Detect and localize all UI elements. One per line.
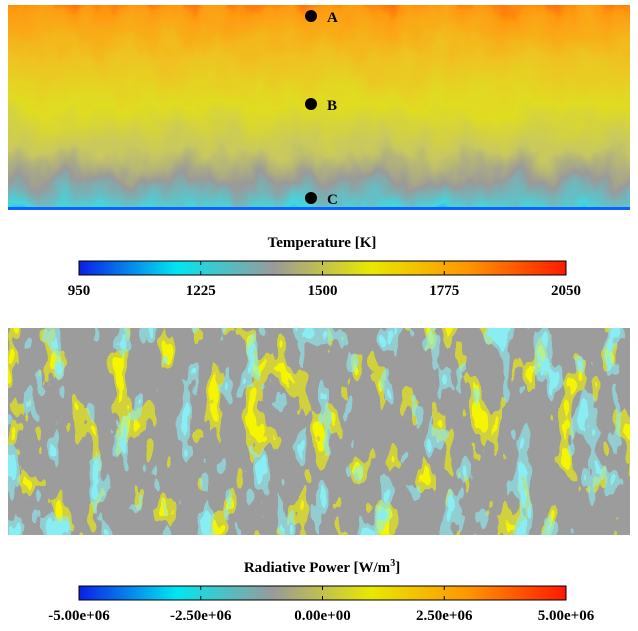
probe-point — [305, 98, 317, 110]
title-end: ] — [395, 560, 400, 576]
tick-label: 1225 — [186, 283, 216, 299]
title-superscript: 3 — [390, 558, 395, 569]
probe-label: C — [327, 192, 338, 208]
tick-label: 1775 — [429, 283, 459, 299]
colorbar-title: Temperature [K] — [268, 235, 377, 251]
probe-label: B — [327, 98, 337, 114]
tick-label: -5.00e+06 — [48, 608, 110, 624]
title-text: Temperature [K] — [268, 235, 377, 251]
temperature-field — [8, 5, 630, 210]
bottom-edge — [8, 207, 630, 210]
probe-label: A — [327, 10, 338, 26]
radiative-field — [8, 328, 630, 535]
title-text: Radiative Power [W/m — [244, 560, 391, 576]
colorbar-title: Radiative Power [W/m3] — [244, 558, 400, 576]
tick-label: 0.00e+00 — [294, 608, 350, 624]
tick-label: 950 — [68, 283, 91, 299]
probe-point — [305, 192, 317, 204]
tick-label: 2050 — [551, 283, 581, 299]
probe-point — [305, 10, 317, 22]
tick-label: 2.50e+06 — [416, 608, 473, 624]
tick-label: 5.00e+06 — [538, 608, 595, 624]
tick-label: -2.50e+06 — [170, 608, 232, 624]
tick-label: 1500 — [308, 283, 338, 299]
